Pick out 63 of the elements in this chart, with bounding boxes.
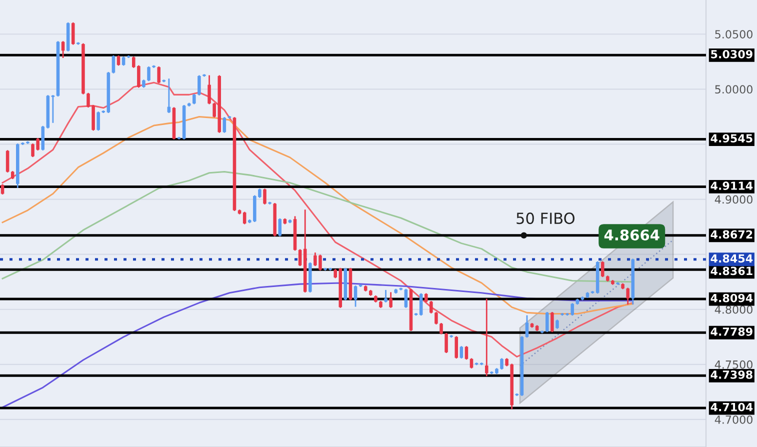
candlestick [354, 286, 358, 307]
candlestick [198, 75, 201, 96]
ref-line-label: 4.9114 [710, 182, 753, 190]
annotation: 50 FIBO [516, 212, 574, 224]
candlestick [202, 74, 206, 77]
candlestick [450, 335, 453, 338]
ref-line-label: 4.7789 [710, 327, 752, 336]
candlestick [550, 312, 554, 332]
annotation: 4.8664 [604, 229, 660, 241]
candlestick [358, 284, 362, 287]
candlestick [51, 95, 55, 123]
ref-line-label: 4.8672 [710, 230, 752, 239]
y-tick-label: 4.7500 [714, 360, 752, 369]
candlestick [96, 112, 100, 131]
ref-line-label: 5.0309 [711, 50, 752, 58]
candlestick [263, 188, 266, 204]
candlestick [546, 312, 549, 332]
candlestick [298, 249, 302, 266]
candlestick [454, 336, 458, 359]
candlestick [460, 346, 464, 359]
candlestick [399, 288, 403, 290]
y-tick-label: 4.8000 [714, 305, 752, 314]
candlestick [480, 362, 484, 366]
candlestick [157, 66, 160, 84]
candlestick [484, 298, 488, 376]
candlestick [389, 292, 392, 308]
candlestick [434, 312, 438, 324]
candlestick [440, 322, 443, 334]
candlestick [242, 212, 246, 224]
candlestick [112, 55, 116, 74]
candlestick [76, 42, 80, 45]
candlestick [626, 288, 630, 305]
candlestick [500, 358, 504, 370]
candlestick [444, 332, 448, 354]
ref-line-label: 4.9545 [710, 134, 752, 142]
candlestick [208, 75, 211, 104]
ref-line-label: 4.8094 [710, 294, 753, 302]
candlestick [464, 346, 468, 360]
candlestick [525, 315, 529, 338]
ref-line-label: 4.7104 [710, 402, 753, 412]
candlestick [71, 22, 75, 45]
candlestick [6, 150, 10, 172]
y-tick-label: 4.7000 [714, 415, 752, 424]
candlestick [41, 126, 45, 150]
line-series [2, 282, 634, 408]
candlestick [600, 261, 604, 278]
candlestick [384, 290, 388, 302]
y-tick-label: 4.9000 [714, 195, 752, 204]
candlestick [419, 293, 423, 316]
candlestick [167, 78, 171, 113]
ref-line-label: 4.8361 [710, 266, 752, 276]
ref-line-label: 4.8454 [710, 254, 753, 263]
candlestick [126, 55, 130, 58]
candlestick [147, 66, 150, 82]
ref-line-label: 4.7398 [710, 370, 752, 379]
candlestick [540, 330, 544, 334]
y-tick-label: 5.0000 [715, 85, 752, 94]
candlestick [278, 218, 282, 236]
candlestick [404, 288, 408, 308]
candlestick [430, 300, 433, 314]
candlestick [515, 393, 519, 396]
y-tick-label: 5.0500 [715, 30, 752, 39]
candlestick [162, 80, 166, 82]
